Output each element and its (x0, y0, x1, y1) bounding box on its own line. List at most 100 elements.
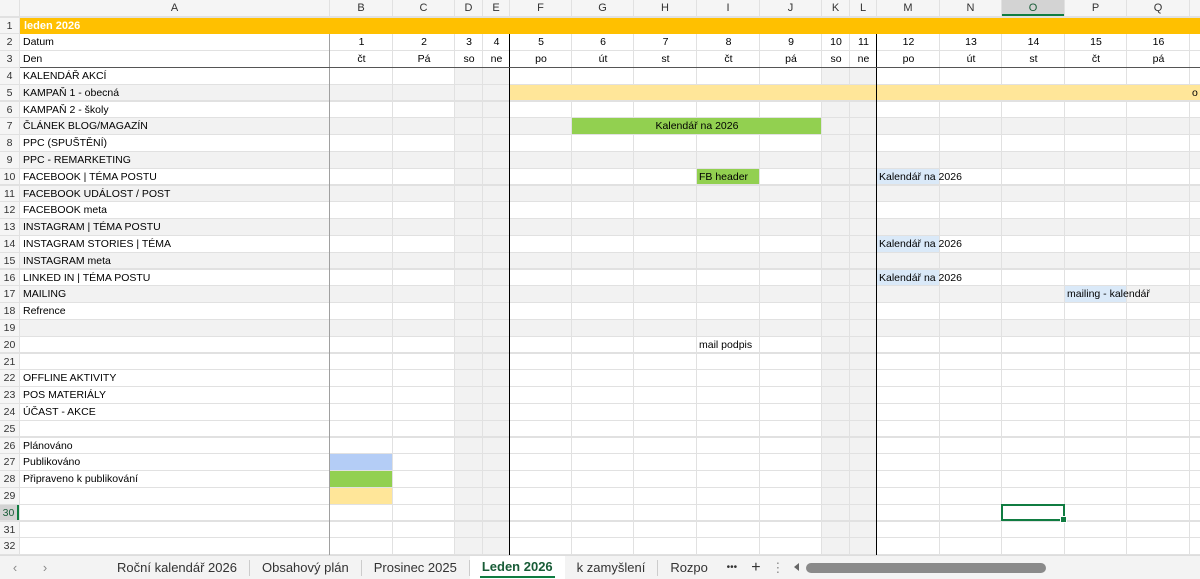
row-header-24[interactable]: 24 (0, 403, 19, 420)
cell-B8[interactable] (330, 135, 392, 151)
row-header-4[interactable]: 4 (0, 67, 19, 84)
cell-R2[interactable] (1190, 34, 1200, 51)
cell-M15[interactable] (877, 252, 939, 269)
cell-E15[interactable] (483, 252, 509, 269)
cell-I19[interactable] (697, 319, 759, 336)
cell-H12[interactable] (634, 202, 696, 219)
cell-N21[interactable] (940, 353, 1001, 370)
cell-B13[interactable] (330, 219, 392, 235)
cell-I27[interactable] (697, 454, 759, 471)
entry-fill-G7[interactable] (572, 118, 821, 135)
cell-K20[interactable] (822, 336, 849, 353)
row-header-17[interactable]: 17 (0, 286, 19, 303)
cell-J8[interactable] (760, 135, 821, 151)
cell-D12[interactable] (455, 202, 482, 219)
row-header-15[interactable]: 15 (0, 252, 19, 269)
cell-E17[interactable] (483, 286, 509, 303)
cell-N15[interactable] (940, 252, 1001, 269)
cell-L20[interactable] (850, 336, 876, 353)
row-header-19[interactable]: 19 (0, 319, 19, 336)
cell-O25[interactable] (1002, 420, 1064, 437)
cell-J1[interactable] (760, 17, 822, 35)
cell-R31[interactable] (1190, 521, 1200, 538)
row-header-26[interactable]: 26 (0, 437, 19, 454)
cell-Q20[interactable] (1127, 336, 1189, 353)
cell-G3[interactable] (572, 51, 633, 67)
cell-G13[interactable] (572, 219, 633, 235)
cell-D30[interactable] (455, 504, 482, 521)
entry-fill-I10[interactable] (697, 168, 759, 185)
cell-R26[interactable] (1190, 437, 1200, 454)
cell-D11[interactable] (455, 185, 482, 202)
cell-O20[interactable] (1002, 336, 1064, 353)
cell-K2[interactable] (822, 34, 849, 51)
cell-H18[interactable] (634, 303, 696, 319)
cell-G27[interactable] (572, 454, 633, 471)
cell-P14[interactable] (1065, 235, 1126, 252)
cell-I26[interactable] (697, 437, 759, 454)
cell-A14[interactable] (20, 235, 329, 252)
column-header-f[interactable]: F (510, 0, 571, 16)
row-header-32[interactable]: 32 (0, 538, 19, 555)
cell-Q14[interactable] (1127, 235, 1189, 252)
cell-H29[interactable] (634, 487, 696, 504)
cell-O31[interactable] (1002, 521, 1064, 538)
cell-G8[interactable] (572, 135, 633, 151)
cell-P2[interactable] (1065, 34, 1126, 51)
cell-B26[interactable] (330, 437, 392, 454)
cell-O28[interactable] (1002, 471, 1064, 487)
cell-K3[interactable] (822, 51, 849, 67)
cell-R1[interactable] (1190, 17, 1200, 35)
cell-D14[interactable] (455, 235, 482, 252)
cell-M12[interactable] (877, 202, 939, 219)
cell-N2[interactable] (940, 34, 1001, 51)
cell-P19[interactable] (1065, 319, 1126, 336)
cell-E32[interactable] (483, 538, 509, 555)
cell-B12[interactable] (330, 202, 392, 219)
cell-Q27[interactable] (1127, 454, 1189, 471)
cell-M8[interactable] (877, 135, 939, 151)
cell-K1[interactable] (822, 17, 850, 35)
cell-O26[interactable] (1002, 437, 1064, 454)
cell-F29[interactable] (510, 487, 571, 504)
row-header-13[interactable]: 13 (0, 219, 19, 235)
cell-G18[interactable] (572, 303, 633, 319)
cell-I16[interactable] (697, 269, 759, 286)
cell-I25[interactable] (697, 420, 759, 437)
cell-G2[interactable] (572, 34, 633, 51)
cell-L10[interactable] (850, 168, 876, 185)
cell-O24[interactable] (1002, 403, 1064, 420)
cell-Q4[interactable] (1127, 67, 1189, 84)
cell-R30[interactable] (1190, 504, 1200, 521)
cell-I6[interactable] (697, 101, 759, 118)
cell-M20[interactable] (877, 336, 939, 353)
cell-D28[interactable] (455, 471, 482, 487)
cell-H11[interactable] (634, 185, 696, 202)
cell-Q7[interactable] (1127, 118, 1189, 135)
cell-O16[interactable] (1002, 269, 1064, 286)
cell-N7[interactable] (940, 118, 1001, 135)
cell-H17[interactable] (634, 286, 696, 303)
cell-N13[interactable] (940, 219, 1001, 235)
cell-H9[interactable] (634, 151, 696, 168)
cell-L22[interactable] (850, 370, 876, 387)
cell-J21[interactable] (760, 353, 821, 370)
cell-F9[interactable] (510, 151, 571, 168)
cell-P12[interactable] (1065, 202, 1126, 219)
cell-E18[interactable] (483, 303, 509, 319)
cell-E22[interactable] (483, 370, 509, 387)
cell-K19[interactable] (822, 319, 849, 336)
cell-A9[interactable] (20, 151, 329, 168)
cell-N1[interactable] (940, 17, 1002, 35)
cell-I20[interactable] (697, 336, 759, 353)
cell-B3[interactable] (330, 51, 392, 67)
cell-L27[interactable] (850, 454, 876, 471)
cell-F17[interactable] (510, 286, 571, 303)
cell-D29[interactable] (455, 487, 482, 504)
cell-M28[interactable] (877, 471, 939, 487)
cell-D20[interactable] (455, 336, 482, 353)
cell-R13[interactable] (1190, 219, 1200, 235)
cell-G17[interactable] (572, 286, 633, 303)
entry-fill-M16[interactable] (877, 269, 939, 286)
cell-B9[interactable] (330, 151, 392, 168)
